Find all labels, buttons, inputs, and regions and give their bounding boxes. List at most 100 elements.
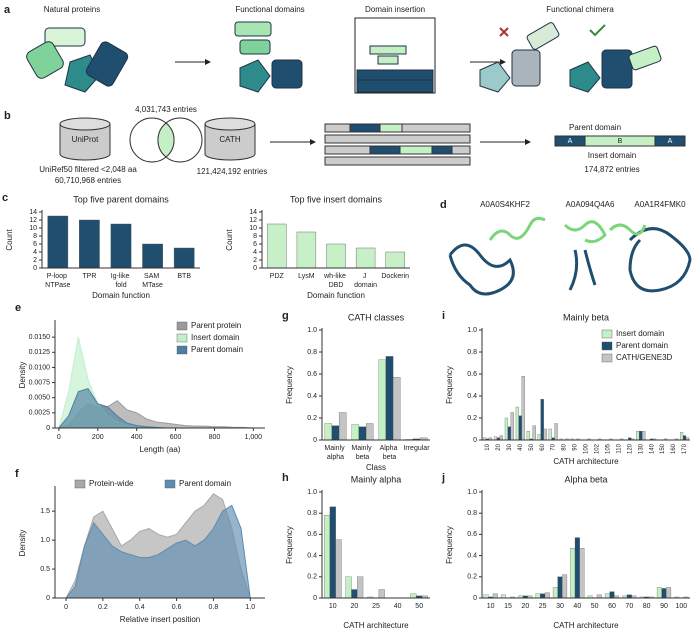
bar — [335, 539, 342, 599]
x-tick-label: 30 — [507, 443, 513, 450]
bar — [110, 223, 132, 269]
y-tick-label: 0.4 — [467, 552, 477, 559]
chart-title: Top five insert domains — [290, 194, 383, 204]
bar — [548, 428, 552, 441]
x-tick-label: 110 — [616, 443, 622, 453]
structure-label: A0A094Q4A6 — [566, 200, 615, 209]
x-tick-label: Dockerin — [381, 273, 409, 280]
x-tick-label: 70 — [625, 603, 633, 610]
panel-label: a — [4, 4, 11, 16]
legend-swatch — [601, 329, 613, 339]
x-axis-label: Domain function — [307, 291, 365, 300]
legend-swatch — [74, 479, 86, 489]
bar — [385, 356, 394, 441]
y-tick-label: 8 — [33, 233, 37, 240]
parent-domain-label: Parent domain — [569, 123, 621, 132]
bar — [557, 576, 563, 599]
y-tick-label: 0 — [46, 425, 50, 432]
x-tick-label: 50 — [529, 443, 535, 450]
bar — [410, 593, 417, 599]
x-tick-label: Mainly alpha — [324, 445, 346, 461]
panel-label: g — [282, 310, 289, 322]
bar — [385, 251, 405, 269]
step-label: Natural proteins — [44, 5, 100, 14]
bar — [521, 376, 525, 441]
bar — [365, 423, 374, 441]
bar — [329, 506, 336, 599]
y-tick-label: 1.0 — [467, 489, 477, 496]
x-tick-label: PDZ — [270, 273, 285, 280]
bar — [378, 359, 387, 441]
filter-note: UniRef50 filtered <2,048 aa — [39, 165, 137, 174]
legend-label: Insert domain — [616, 329, 664, 338]
bar — [554, 423, 558, 441]
x-tick-label: 150 — [660, 443, 666, 454]
x-tick-label: 90 — [660, 603, 668, 610]
y-tick-label: 0.0025 — [29, 410, 51, 417]
y-tick-label: 14 — [249, 209, 257, 216]
y-tick-label: 0.6 — [307, 531, 317, 538]
y-tick-label: 0.2 — [467, 415, 477, 422]
y-tick-label: 0.4 — [307, 393, 317, 400]
y-tick-label: 1.0 — [307, 327, 317, 334]
y-tick-label: 0.0150 — [29, 334, 51, 341]
y-axis-label: Frequency — [445, 526, 454, 564]
y-tick-label: 0 — [313, 437, 317, 444]
x-tick-label: 60 — [540, 443, 546, 450]
y-tick-label: 0.0050 — [29, 395, 51, 402]
panel-label: d — [440, 199, 447, 211]
x-tick-label: 0 — [64, 604, 68, 611]
bar — [142, 243, 163, 269]
y-tick-label: 0.8 — [467, 349, 477, 356]
y-tick-label: 0.8 — [307, 349, 317, 356]
bar — [679, 432, 684, 441]
y-tick-label: 0.2 — [467, 574, 477, 581]
bar — [540, 593, 546, 599]
y-tick-label: 0.6 — [307, 371, 317, 378]
bar — [357, 576, 364, 599]
y-tick-label: 10 — [249, 225, 257, 232]
y-tick-label: 0 — [46, 595, 50, 602]
segment-label: B — [618, 138, 623, 145]
bar — [510, 412, 514, 441]
structure-label: A0A1R4FMK0 — [634, 200, 686, 209]
bar — [579, 548, 585, 599]
x-axis-label: Relative insert position — [120, 615, 200, 624]
legend-swatch — [164, 479, 176, 489]
y-tick-label: 1.0 — [40, 537, 50, 544]
step-label: Functional chimera — [546, 5, 614, 14]
y-tick-label: 0.8 — [307, 510, 317, 517]
bar — [515, 406, 520, 441]
legend-label: Parent domain — [179, 479, 231, 488]
bar — [552, 587, 558, 599]
y-tick-label: 0 — [33, 265, 37, 272]
y-tick-label: 2 — [33, 257, 37, 264]
x-tick-label: 25 — [539, 603, 547, 610]
y-axis-label: Density — [18, 362, 27, 389]
entry-count: 60,710,968 entries — [55, 176, 121, 185]
bar — [543, 428, 547, 441]
y-axis-label: Frequency — [445, 366, 454, 404]
legend-label: CATH/GENE3D — [616, 353, 673, 362]
legend-label: Parent domain — [616, 341, 668, 350]
y-axis-label: Frequency — [285, 526, 294, 564]
chart-title: Mainly beta — [563, 312, 609, 322]
bar — [574, 537, 580, 599]
bar — [173, 247, 195, 269]
bar — [507, 426, 511, 441]
y-axis-label: Density — [18, 530, 27, 557]
x-tick-label: wh-like DBD — [323, 273, 348, 289]
x-tick-label: 60 — [608, 603, 616, 610]
y-tick-label: 12 — [249, 217, 257, 224]
y-axis-label: Count — [5, 229, 14, 251]
x-tick-label: Alpha beta — [380, 445, 400, 461]
x-tick-label: 50 — [591, 603, 599, 610]
bar — [499, 435, 503, 441]
db-label: CATH — [219, 135, 240, 144]
bar — [345, 576, 352, 599]
y-tick-label: 6 — [33, 241, 37, 248]
y-tick-label: 0.0125 — [29, 349, 51, 356]
x-tick-label: P-loop NTPase — [45, 273, 70, 289]
